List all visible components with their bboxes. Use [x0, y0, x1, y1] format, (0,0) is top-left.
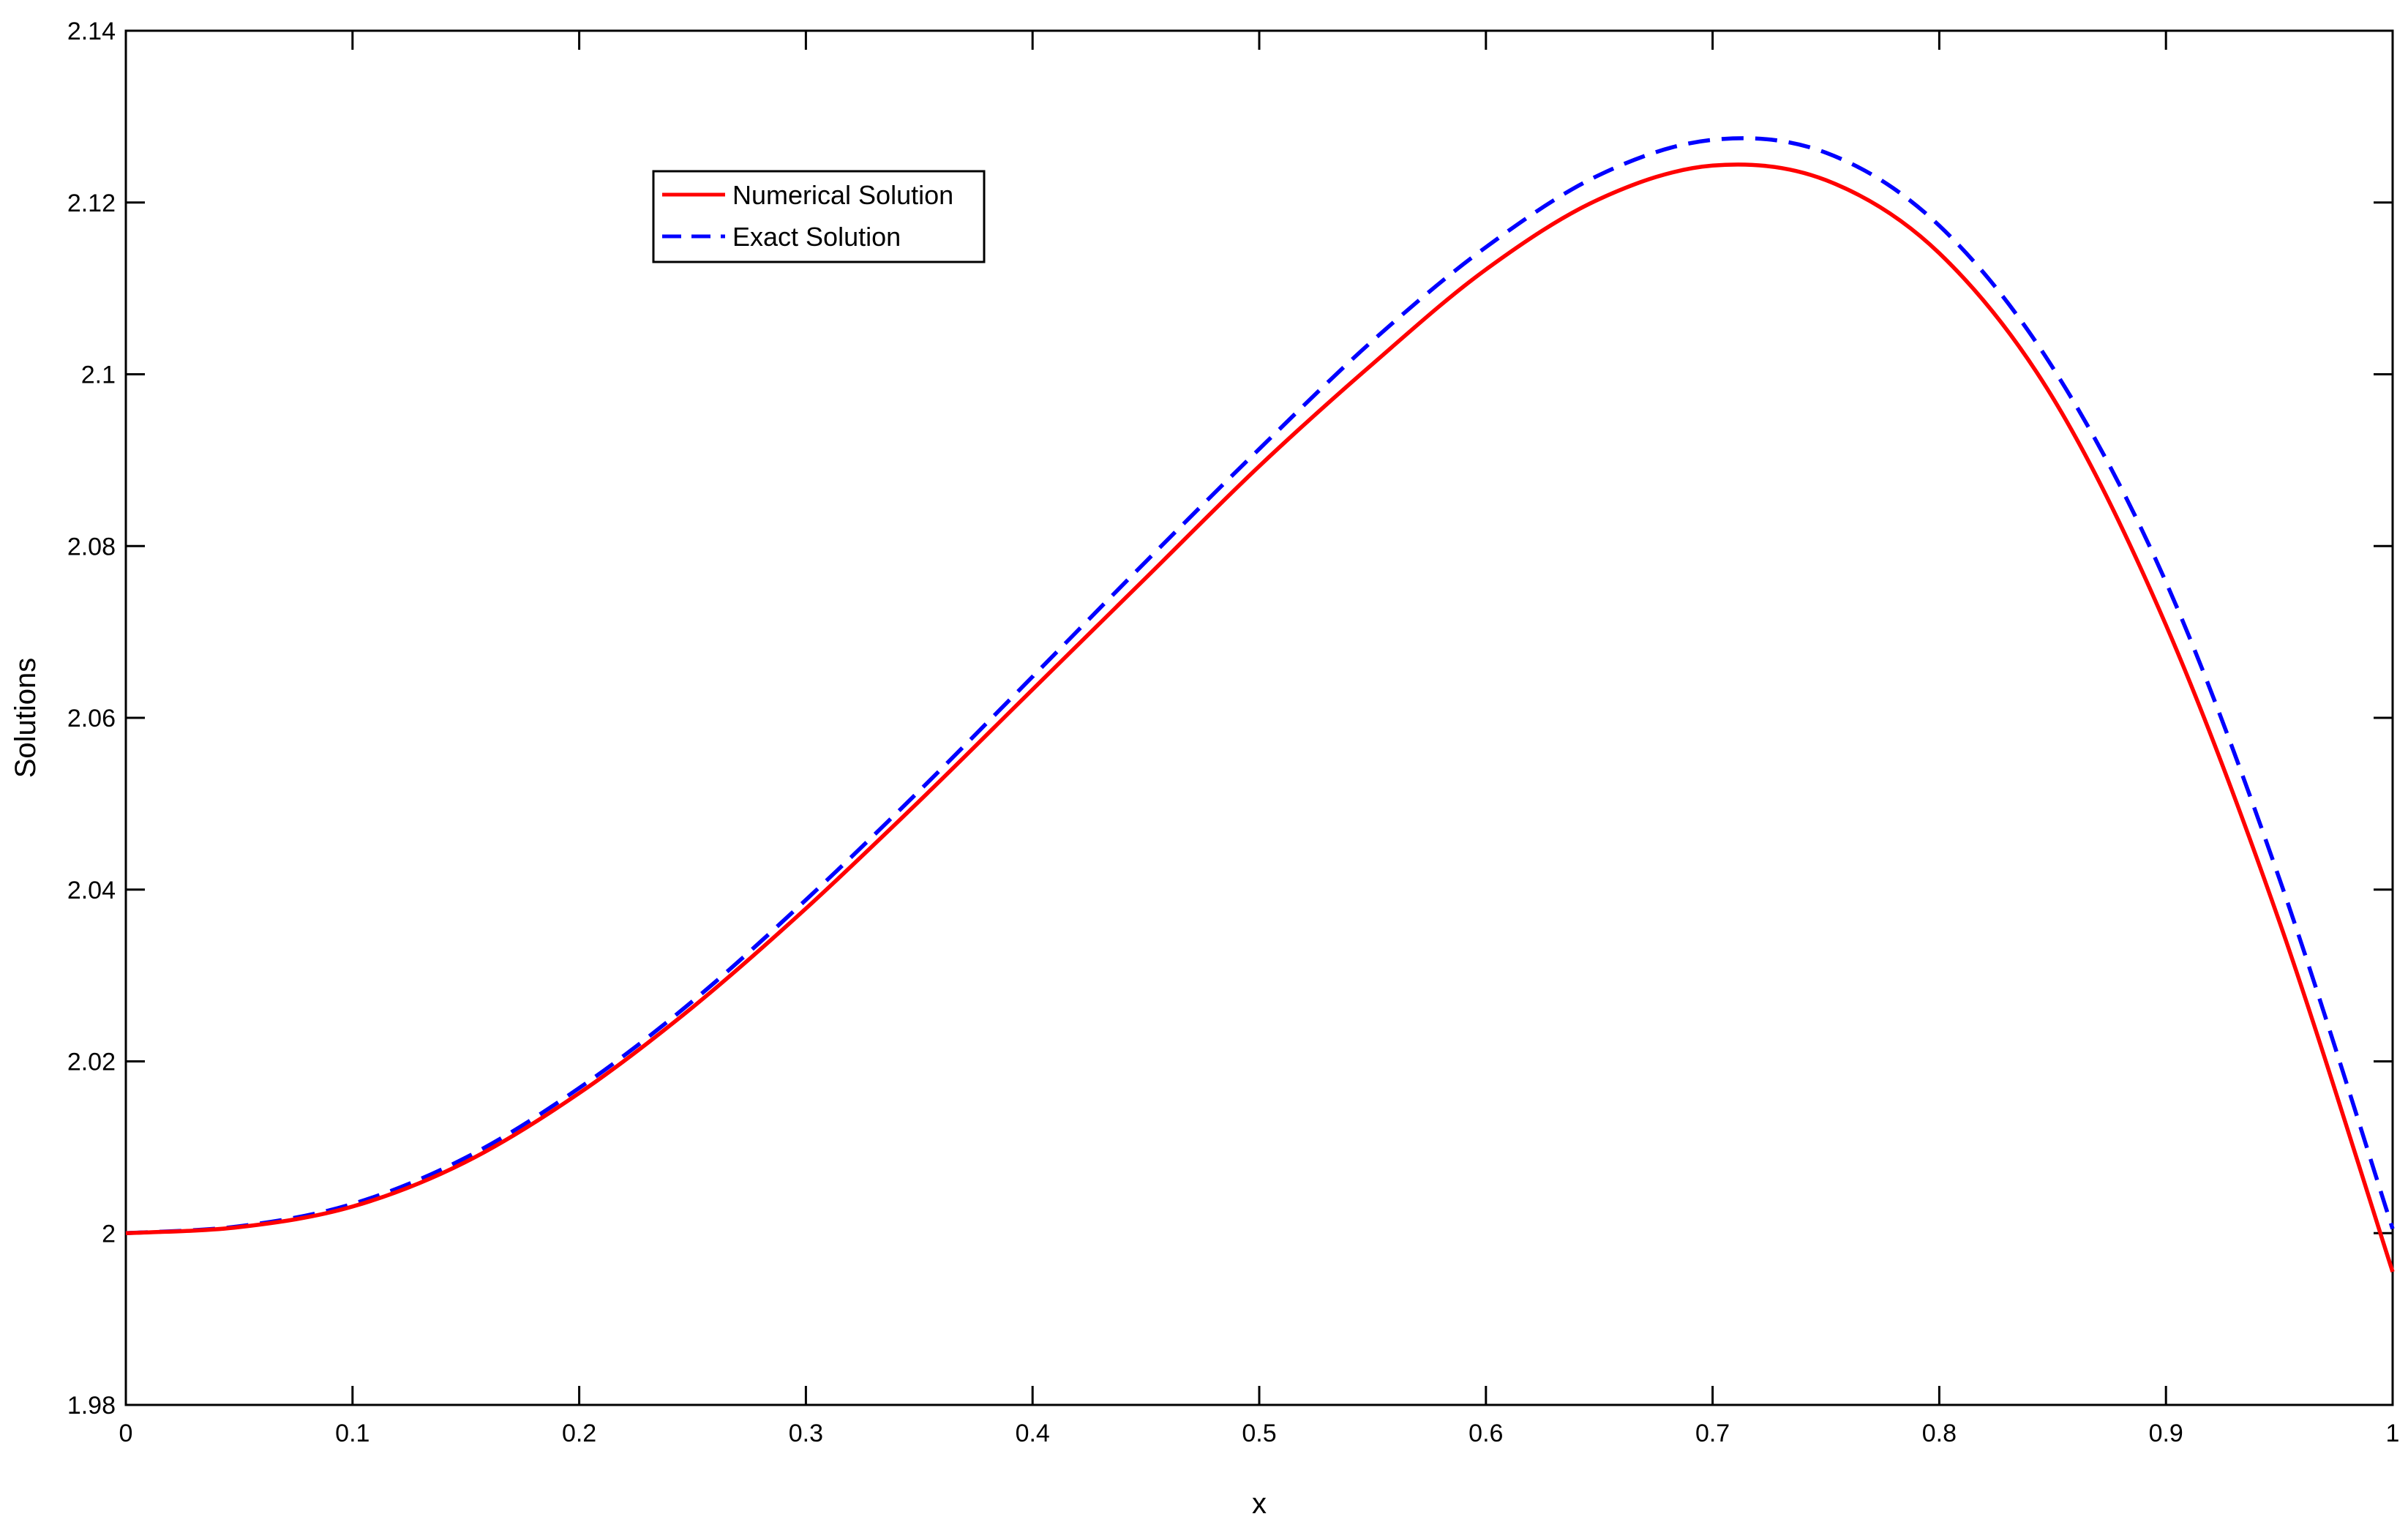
series-layer — [125, 136, 2395, 1272]
x-tick-label: 0.6 — [1469, 1420, 1503, 1447]
legend-label-numerical: Numerical Solution — [732, 180, 953, 210]
y-tick-label: 2.08 — [67, 533, 116, 561]
x-tick-label: 0.7 — [1695, 1420, 1730, 1447]
x-tick-label: 0.8 — [1922, 1420, 1957, 1447]
y-tick-label: 2.1 — [81, 361, 116, 389]
x-tick-label: 0.1 — [335, 1420, 370, 1447]
y-axis-label: Solutions — [10, 658, 42, 779]
x-tick-label: 1 — [2386, 1420, 2400, 1447]
y-tick-label: 2 — [102, 1220, 116, 1248]
y-tick-label: 1.98 — [67, 1392, 116, 1420]
y-tick-label: 2.04 — [67, 877, 116, 904]
legend-box — [652, 170, 986, 263]
y-tick-label: 2.02 — [67, 1049, 116, 1076]
x-tick-labels: 0 0.1 0.2 0.3 0.4 0.5 0.6 0.7 0.8 0.9 1 — [119, 1420, 2400, 1447]
x-tick-label: 0 — [119, 1420, 133, 1447]
x-tick-label: 0.9 — [2149, 1420, 2183, 1447]
axis-ticks — [124, 29, 2394, 1406]
series-line-exact — [125, 136, 2395, 1236]
x-axis-label: x — [1252, 1488, 1267, 1520]
x-tick-label: 0.5 — [1242, 1420, 1276, 1447]
y-tick-label: 2.12 — [67, 190, 116, 217]
x-tick-label: 0.3 — [789, 1420, 823, 1447]
series-line-numerical — [125, 162, 2395, 1272]
legend: Numerical Solution Exact Solution — [652, 170, 986, 263]
x-tick-label: 0.2 — [562, 1420, 596, 1447]
y-tick-label: 2.14 — [67, 18, 116, 45]
y-tick-label: 2.06 — [67, 705, 116, 732]
legend-label-exact: Exact Solution — [732, 222, 901, 252]
y-tick-labels: 1.98 2 2.02 2.04 2.06 2.08 2.1 2.12 2.14 — [67, 18, 116, 1420]
x-tick-label: 0.4 — [1016, 1420, 1050, 1447]
